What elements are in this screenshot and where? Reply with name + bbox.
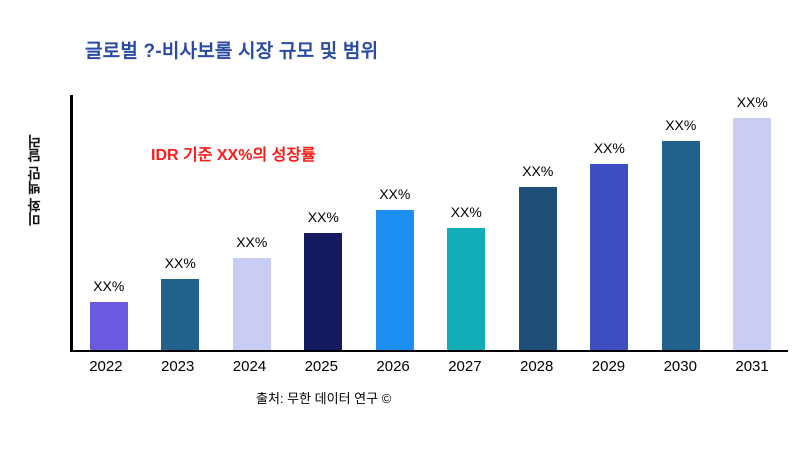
- bar-group-2023: XX%: [145, 255, 217, 350]
- x-tick-2029: 2029: [591, 358, 626, 375]
- bar-value-label: XX%: [450, 204, 482, 220]
- x-tick-2025: 2025: [304, 358, 338, 375]
- bar-value-label: XX%: [307, 209, 339, 225]
- bar-2029: [590, 164, 629, 350]
- bar-value-label: XX%: [522, 163, 554, 179]
- growth-annotation: IDR 기준 XX%의 성장률: [151, 147, 316, 164]
- bars-container: XX% XX% XX% XX% XX% XX% XX% XX% XX% XX%: [73, 94, 789, 350]
- x-tick-2024: 2024: [232, 358, 267, 375]
- x-tick-2023: 2023: [161, 358, 195, 375]
- bar-value-label: XX%: [379, 186, 411, 202]
- bar-2024: [232, 258, 271, 350]
- x-axis: 2022 2023 2024 2025 2026 2027 2028 2029 2030 2031: [70, 358, 788, 375]
- x-tick-2022: 2022: [89, 358, 123, 375]
- source-caption: 출처: 무한 데이터 연구 ©: [256, 391, 392, 406]
- x-tick-2026: 2026: [376, 358, 410, 375]
- bar-group-2026: XX%: [359, 186, 431, 350]
- x-tick-2030: 2030: [663, 358, 697, 375]
- bar-value-label: XX%: [593, 140, 625, 156]
- bar-group-2027: XX%: [431, 204, 503, 350]
- x-tick-2031: 2031: [735, 358, 769, 375]
- bar-group-2030: XX%: [645, 117, 717, 350]
- bar-value-label: XX%: [236, 234, 268, 250]
- bar-2023: [161, 279, 200, 350]
- chart-title: 글로벌 ?-비사보롤 시장 규모 및 범위: [85, 41, 379, 62]
- bar-2031: [733, 118, 772, 350]
- bar-group-2028: XX%: [502, 163, 574, 350]
- bar-2026: [375, 210, 414, 350]
- x-tick-2028: 2028: [519, 358, 554, 375]
- bar-value-label: XX%: [665, 117, 697, 133]
- plot-area: IDR 기준 XX%의 성장률 XX% XX% XX% XX% XX% XX% XX% XX%…: [70, 94, 789, 352]
- bar-2028: [518, 187, 557, 350]
- bar-value-label: XX%: [736, 94, 768, 110]
- bar-2030: [661, 141, 700, 350]
- y-axis-label: 미화 백만 달러: [26, 134, 42, 226]
- bar-group-2025: XX%: [288, 209, 360, 350]
- bar-2025: [304, 233, 343, 350]
- bar-2027: [447, 228, 486, 350]
- bar-group-2029: XX%: [574, 140, 646, 350]
- bar-2022: [89, 302, 128, 350]
- bar-group-2022: XX%: [73, 278, 145, 350]
- bar-group-2024: XX%: [216, 234, 288, 350]
- bar-value-label: XX%: [164, 255, 196, 271]
- bar-value-label: XX%: [93, 278, 125, 294]
- bar-group-2031: XX%: [717, 94, 789, 350]
- x-tick-2027: 2027: [448, 358, 482, 375]
